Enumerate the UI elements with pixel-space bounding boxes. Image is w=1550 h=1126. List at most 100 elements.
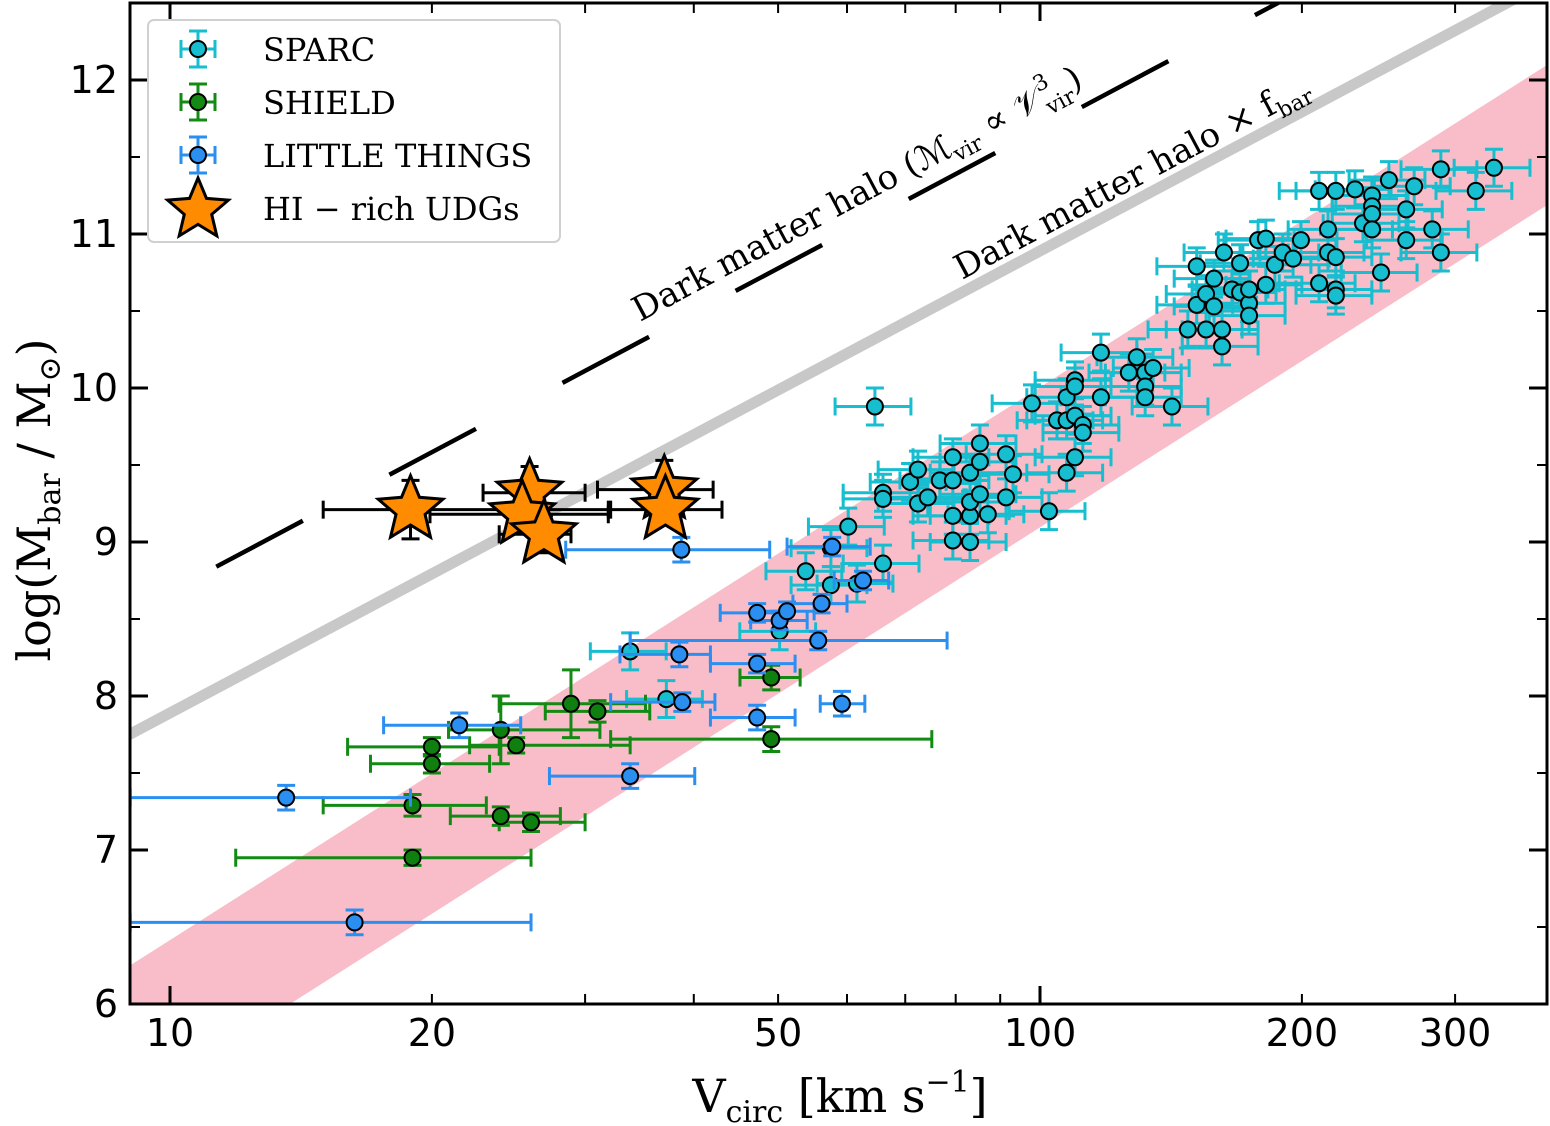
sparc-point [1136, 388, 1155, 407]
sparc-point [796, 562, 815, 581]
axes-frame [128, 1, 1549, 1006]
shield-point [522, 813, 541, 832]
x-tick-label: 50 [754, 1011, 802, 1055]
little-things-point [621, 767, 640, 786]
sparc-point [1057, 463, 1076, 482]
x-tick-label: 20 [408, 1011, 456, 1055]
x-tick-label: 300 [1419, 1011, 1492, 1055]
little-things-point [277, 788, 296, 807]
sparc-point [1003, 465, 1022, 484]
shield-point [491, 807, 510, 826]
sparc-point [997, 488, 1016, 507]
little-things-point [748, 603, 767, 622]
legend-label-shield: SHIELD [263, 84, 396, 122]
ticks: 6 7 8 9 10 11 12 10 20 50 100 200 300 [70, 3, 1547, 1055]
sparc-point [918, 488, 937, 507]
legend-label-little-things: LITTLE THINGS [263, 137, 532, 175]
sparc-point [1213, 337, 1232, 356]
legend-label-sparc: SPARC [263, 31, 375, 69]
little-things-point [345, 913, 364, 932]
sparc-point [1073, 423, 1092, 442]
sparc-point [1310, 274, 1329, 293]
sparc-point [1363, 204, 1382, 223]
sparc-point [1065, 448, 1084, 467]
y-tick-label: 6 [94, 982, 118, 1026]
legend-marker-sparc [179, 29, 217, 69]
shield-point [762, 730, 781, 749]
legend-marker-little-things [179, 135, 217, 175]
sparc-point [1379, 171, 1398, 190]
sparc-point [874, 554, 893, 573]
sparc-point [978, 505, 997, 524]
little-things-point [450, 716, 469, 735]
sparc-point [1240, 280, 1259, 299]
sparc-point [865, 397, 884, 416]
x-axis-label: Vcirc [km s−1] [691, 1065, 987, 1126]
sparc-point [1197, 320, 1216, 339]
shield-point [507, 736, 526, 755]
sparc-point [1363, 220, 1382, 239]
series-sparc [588, 147, 1532, 720]
sparc-point [1091, 388, 1110, 407]
sparc-point [1291, 231, 1310, 250]
shield-point [403, 796, 422, 815]
sparc-point [1091, 343, 1110, 362]
legend-circle-icon [189, 40, 207, 58]
little-things-point [748, 708, 767, 727]
sparc-point [970, 434, 989, 453]
sparc-point [1318, 220, 1337, 239]
legend-circle-icon [189, 146, 207, 164]
shield-point [561, 694, 580, 713]
udg-point [507, 496, 580, 565]
shield-point [422, 754, 441, 773]
sparc-point [943, 448, 962, 467]
shield-point [403, 848, 422, 867]
plot-area [130, 3, 1547, 1004]
sparc-point [1197, 285, 1216, 304]
x-tick-label: 200 [1266, 1011, 1339, 1055]
sparc-point [1187, 257, 1206, 276]
sparc-point [1484, 158, 1503, 177]
sparc-point [1214, 243, 1233, 262]
sparc-point [943, 506, 962, 525]
little-things-point [778, 602, 797, 621]
sparc-point [1240, 306, 1259, 325]
sparc-point [1231, 254, 1250, 273]
y-tick-label: 12 [70, 58, 118, 102]
legend-markers [163, 29, 233, 240]
little-things-point [854, 571, 873, 590]
sparc-point [839, 517, 858, 536]
y-tick-label: 7 [94, 828, 118, 872]
sparc-point [874, 489, 893, 508]
y-tick-label: 10 [70, 366, 118, 410]
sparc-point [1423, 220, 1442, 239]
little-things-point [673, 693, 692, 712]
legend-circle-icon [189, 93, 207, 111]
sparc-point [1431, 160, 1450, 179]
sparc-point [1326, 286, 1345, 305]
sparc-point [1466, 181, 1485, 200]
shield-point [588, 702, 607, 721]
sparc-point [1065, 377, 1084, 396]
sparc-point [1326, 248, 1345, 267]
sparc-point [1397, 200, 1416, 219]
sparc-point [1162, 397, 1181, 416]
sparc-point [1284, 249, 1303, 268]
sparc-point [1346, 180, 1365, 199]
sparc-point [961, 533, 980, 551]
sparc-point [943, 531, 962, 550]
sparc-point [1397, 231, 1416, 250]
legend-marker-shield [179, 82, 217, 122]
legend: SPARC SHIELD LITTLE THINGS HI − rich UDG… [147, 19, 561, 243]
little-things-point [809, 631, 828, 650]
sparc-point [1326, 181, 1345, 200]
little-things-point [672, 540, 691, 559]
y-tick-label: 9 [94, 520, 118, 564]
sparc-point [997, 445, 1016, 464]
sparc-point [1039, 502, 1058, 521]
legend-frame [147, 19, 561, 243]
y-axis-label: log(Mbar / M⊙) [7, 338, 68, 661]
annotation-dark-matter-halo: Dark matter halo (ℳvir ∝ 𝒱3vir) [624, 55, 1092, 336]
sparc-point [1256, 229, 1275, 248]
